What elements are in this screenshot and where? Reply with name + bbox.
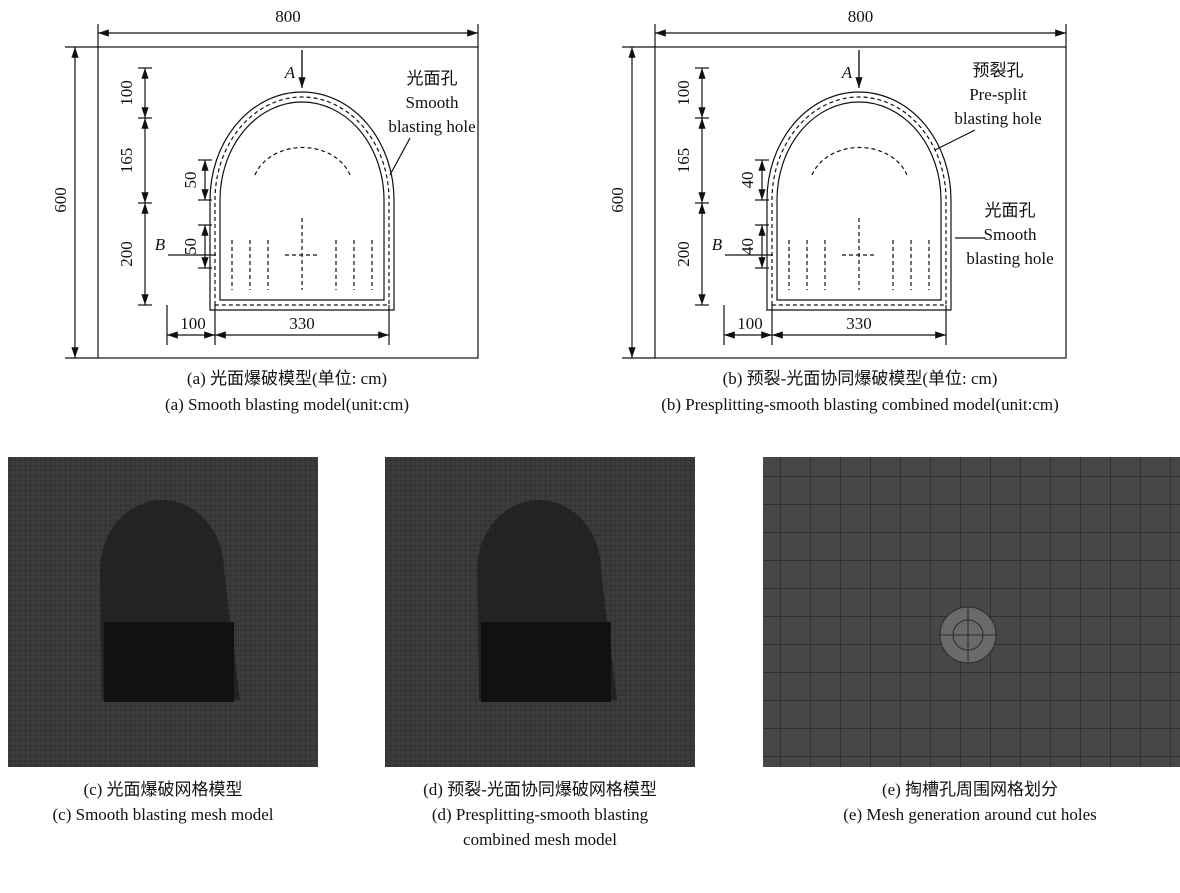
label: 100 [674, 80, 693, 106]
label: B [155, 235, 166, 254]
label: 预裂孔 [973, 61, 1024, 80]
label: 165 [117, 148, 136, 174]
label: 330 [846, 314, 872, 333]
caption-en: (d) Presplitting-smooth blasting [432, 805, 649, 824]
label: 200 [674, 241, 693, 267]
line [390, 138, 410, 175]
label: 165 [674, 148, 693, 174]
label: Pre-split [969, 85, 1027, 104]
contour-holes [215, 97, 389, 305]
figure: (a) 光面爆破模型(单位: cm) (a) Smooth blasting m… [0, 0, 1180, 888]
label: 800 [848, 7, 874, 26]
arch-holes [812, 147, 907, 175]
caption-zh: (d) 预裂-光面协同爆破网格模型 [423, 780, 657, 799]
label: A [284, 63, 296, 82]
label: Smooth [406, 93, 459, 112]
caption-zh: (c) 光面爆破网格模型 [83, 780, 242, 799]
label: 光面孔 [985, 201, 1036, 220]
contour-holes [772, 97, 946, 305]
label: 50 [181, 238, 200, 255]
caption-en: (c) Smooth blasting mesh model [53, 805, 274, 824]
label: 600 [51, 187, 70, 213]
label: 600 [608, 187, 627, 213]
label: 100 [117, 80, 136, 106]
label: blasting hole [954, 109, 1041, 128]
label: blasting hole [388, 117, 475, 136]
label: 40 [738, 238, 757, 255]
caption-zh: (a) 光面爆破模型(单位: cm) [187, 369, 387, 388]
label: 50 [181, 172, 200, 189]
label: 100 [737, 314, 763, 333]
label: 330 [289, 314, 315, 333]
mesh-e [763, 457, 1180, 767]
caption-en: (e) Mesh generation around cut holes [843, 805, 1097, 824]
label: 光面孔 [407, 69, 458, 88]
label: Smooth [984, 225, 1037, 244]
caption-zh: (e) 掏槽孔周围网格划分 [882, 780, 1058, 799]
line [935, 130, 975, 150]
caption-en: (a) Smooth blasting model(unit:cm) [165, 395, 409, 414]
label: B [712, 235, 723, 254]
caption-zh: (b) 预裂-光面协同爆破模型(单位: cm) [723, 369, 998, 388]
mesh-c [8, 457, 318, 767]
label: 200 [117, 241, 136, 267]
caption-en: (b) Presplitting-smooth blasting combine… [661, 395, 1059, 414]
mesh-d [385, 457, 695, 767]
label: 40 [738, 172, 757, 189]
label: 100 [180, 314, 206, 333]
arch-holes [255, 147, 350, 175]
caption-en: combined mesh model [463, 830, 617, 849]
label: 800 [275, 7, 301, 26]
label: blasting hole [966, 249, 1053, 268]
label: A [841, 63, 853, 82]
